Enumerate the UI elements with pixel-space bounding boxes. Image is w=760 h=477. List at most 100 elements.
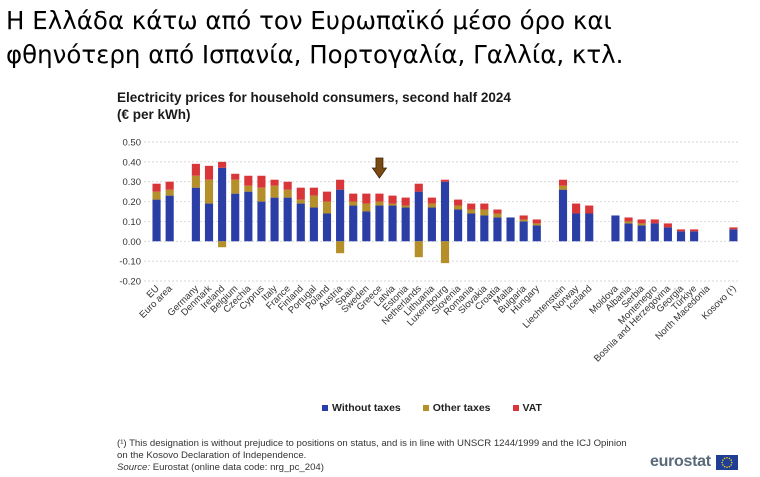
bar-other-taxes (296, 199, 305, 204)
bar-other-taxes (165, 189, 174, 196)
bar-without-taxes (558, 189, 568, 242)
legend-item-other-taxes: Other taxes (422, 402, 491, 414)
bar-without-taxes (611, 215, 620, 242)
bar-vat (218, 161, 227, 168)
eu-flag-icon (715, 454, 738, 470)
bar-without-taxes (650, 223, 659, 242)
y-tick-label: 0.50 (123, 138, 142, 149)
bar-vat (519, 215, 528, 220)
bar-vat (349, 193, 358, 202)
y-tick-label: 0.00 (123, 237, 142, 248)
y-tick-label: 0.30 (123, 177, 142, 188)
eurostat-logo: eurostat (650, 453, 738, 471)
bar-without-taxes (585, 213, 594, 242)
bar-vat (440, 179, 450, 182)
chart-subtitle: (€ per kWh) (117, 107, 191, 122)
bar-other-taxes (519, 219, 528, 222)
bar-without-taxes (506, 217, 515, 242)
bar-other-taxes (493, 213, 502, 218)
bar-without-taxes (454, 209, 463, 242)
bar-without-taxes (624, 223, 633, 242)
y-tick-label: -0.10 (119, 257, 141, 268)
legend-swatch-blue (322, 405, 328, 411)
bar-vat (493, 209, 502, 214)
bar-vat (427, 197, 436, 204)
bar-other-taxes (204, 179, 214, 204)
bar-without-taxes (729, 229, 738, 242)
bar-vat (296, 187, 305, 200)
bar-other-taxes (558, 185, 568, 190)
headline-line-2: φθηνότερη από Ισπανία, Πορτογαλία, Γαλλί… (6, 40, 624, 69)
bar-vat (244, 175, 253, 186)
chart-title: Electricity prices for household consume… (117, 90, 511, 105)
y-tick-labels: -0.20 -0.10 0.00 0.10 0.20 0.30 0.40 0.50 (119, 138, 141, 288)
bar-without-taxes (401, 207, 410, 242)
chart-title-block: Electricity prices for household consume… (117, 89, 511, 123)
legend-label-vat: VAT (522, 402, 542, 414)
bar-vat (401, 197, 410, 206)
bar-without-taxes (322, 213, 332, 242)
bar-other-taxes (427, 203, 436, 208)
logo-wordmark: eurostat (650, 453, 711, 470)
bar-without-taxes (257, 201, 266, 242)
bar-vat (690, 229, 699, 232)
bar-other-taxes (336, 241, 345, 254)
bar-other-taxes (283, 189, 292, 198)
bar-vat (558, 179, 568, 186)
bar-without-taxes (572, 213, 581, 242)
bar-vat (283, 181, 292, 190)
y-tick-label: 0.20 (123, 197, 142, 208)
bar-without-taxes (427, 207, 436, 242)
bar-vat (624, 217, 633, 222)
bar-vat (454, 199, 463, 206)
bar-vat (204, 165, 214, 180)
headline: Η Ελλάδα κάτω από τον Ευρωπαϊκό μέσο όρο… (6, 4, 756, 72)
footnote: (¹) This designation is without prejudic… (117, 438, 627, 461)
bar-vat (231, 173, 240, 180)
bar-without-taxes (204, 203, 214, 242)
legend-item-without-taxes: Without taxes (322, 402, 401, 414)
bar-other-taxes (637, 223, 646, 226)
bars (152, 161, 738, 264)
bar-without-taxes (244, 191, 253, 242)
bar-vat (650, 219, 659, 224)
bar-vat (480, 203, 489, 210)
y-tick-label: -0.20 (119, 277, 141, 288)
bar-vat (572, 203, 581, 214)
bar-without-taxes (362, 211, 371, 242)
bar-vat (152, 183, 161, 192)
bar-vat (336, 179, 345, 190)
legend-label-other-taxes: Other taxes (432, 402, 491, 414)
bar-vat (257, 175, 266, 188)
bar-without-taxes (218, 167, 227, 242)
bar-without-taxes (532, 225, 541, 242)
bar-vat (362, 193, 371, 204)
source-text: Eurostat (online data code: nrg_pc_204) (152, 462, 324, 473)
bar-without-taxes (349, 205, 358, 242)
bar-other-taxes (480, 209, 489, 216)
highlight-arrow (371, 157, 388, 179)
bar-other-taxes (467, 209, 476, 214)
bar-vat (532, 219, 541, 224)
bar-without-taxes (440, 181, 450, 242)
bar-vat (414, 183, 423, 192)
bar-without-taxes (309, 207, 318, 242)
bar-vat (729, 227, 738, 230)
bar-without-taxes (231, 193, 240, 242)
bar-other-taxes (362, 203, 371, 212)
y-tick-label: 0.40 (123, 157, 142, 168)
legend-item-vat: VAT (512, 402, 542, 414)
bar-without-taxes (663, 227, 672, 242)
bar-without-taxes (676, 231, 686, 242)
bar-vat (165, 181, 174, 190)
bar-other-taxes (218, 241, 227, 248)
bar-other-taxes (270, 185, 279, 198)
legend-swatch-gold (422, 405, 429, 411)
headline-line-1: Η Ελλάδα κάτω από τον Ευρωπαϊκό μέσο όρο… (6, 6, 612, 35)
legend-swatch-red (512, 405, 519, 411)
bar-vat (309, 187, 318, 196)
bar-vat (322, 191, 332, 202)
arrow-down-icon (371, 157, 388, 179)
bar-vat (467, 203, 476, 210)
